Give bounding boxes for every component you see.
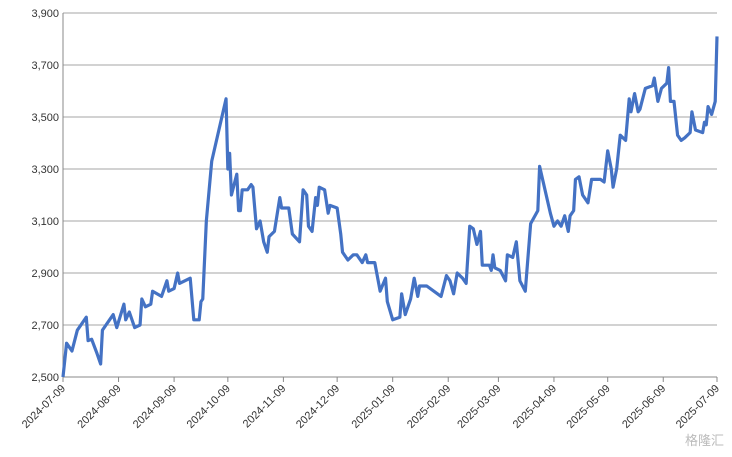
x-tick-label: 2025-03-09 [455,383,503,431]
x-tick-label: 2025-06-09 [620,383,668,431]
x-tick-label: 2025-05-09 [565,383,613,431]
x-tick-label: 2025-04-09 [511,383,559,431]
series-line [61,36,719,378]
y-tick-label: 3,300 [31,164,59,176]
x-tick-label: 2024-12-09 [294,383,342,431]
x-tick-label: 2024-08-09 [75,383,123,431]
x-tick-label: 2024-10-09 [185,383,233,431]
x-tick-label: 2025-02-09 [405,383,453,431]
x-tick-label: 2024-07-09 [20,383,68,431]
x-tick-label: 2024-09-09 [131,383,179,431]
y-tick-label: 2,500 [31,372,59,384]
y-tick-label: 3,900 [31,8,59,20]
y-tick-label: 2,700 [31,320,59,332]
x-tick-label: 2025-01-09 [350,383,398,431]
y-tick-label: 3,500 [31,112,59,124]
y-tick-label: 3,100 [31,216,59,228]
x-tick-label: 2025-07-09 [674,383,722,431]
y-tick-label: 2,900 [31,268,59,280]
x-tick-label: 2024-11-09 [241,383,289,431]
watermark: 格隆汇 [685,433,724,448]
y-tick-label: 3,700 [31,60,59,72]
